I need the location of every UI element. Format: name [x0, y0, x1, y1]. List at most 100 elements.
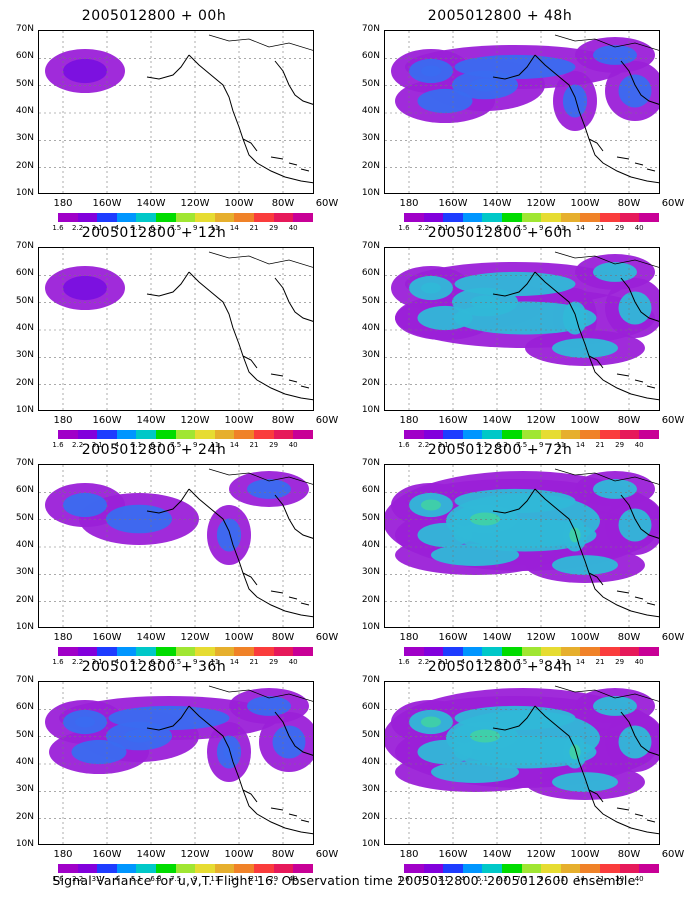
colorbar-swatch [541, 647, 561, 656]
forecast-map-panel: 2005012800 + 48h 70N 60N 50N 40N 30N 20N 10N 180… [350, 8, 690, 232]
longitude-label: 120W [526, 198, 556, 209]
colorbar-label: 9 [192, 658, 198, 666]
panel-title: 2005012800 + 00h [81, 8, 227, 24]
panel-title: 2005012800 + 60h [427, 225, 573, 241]
colorbar-label: 21 [595, 875, 605, 883]
colorbar-label: 4 [114, 875, 120, 883]
longitude-label: 120W [180, 849, 210, 860]
latitude-label: 40N [361, 757, 380, 767]
colorbar-label: 2.2 [418, 441, 430, 449]
colorbar-swatch [482, 213, 502, 222]
colorbar-label: 5.1 [130, 875, 142, 883]
colorbar-label: 40 [288, 441, 298, 449]
colorbar-label: 2.2 [72, 224, 84, 232]
colorbar-label: 29 [615, 658, 625, 666]
colorbar-swatch [501, 213, 522, 222]
latitude-label: 10N [361, 622, 380, 632]
latitude-label: 40N [361, 106, 380, 116]
colorbar-label: 5.1 [130, 224, 142, 232]
colorbar-label: 6.3 [496, 658, 508, 666]
latitude-label: 20N [361, 160, 380, 171]
colorbar-swatch [293, 647, 313, 656]
colorbar-swatch [404, 647, 424, 656]
colorbar [404, 430, 659, 439]
colorbar-label: 40 [634, 224, 644, 232]
colorbar-swatch [195, 430, 215, 439]
colorbar-swatch [639, 213, 659, 222]
colorbar-swatch [136, 213, 156, 222]
latitude-label: 50N [15, 78, 34, 89]
panel-title: 2005012800 + 72h [427, 442, 573, 458]
longitude-label: 100W [570, 632, 600, 643]
latitude-label: 60N [15, 485, 34, 496]
forecast-map-panel: 2005012800 + 60h 70N 60N 50N 40N 30N 20N 10N 180… [350, 225, 690, 449]
longitude-label: 180 [399, 849, 419, 860]
colorbar-swatch [175, 647, 196, 656]
colorbar-swatch [541, 864, 561, 873]
longitude-label: 100W [224, 849, 254, 860]
longitude-label: 120W [180, 415, 210, 426]
colorbar-label: 40 [288, 875, 298, 883]
latitude-label: 30N [361, 567, 380, 578]
longitude-label: 160W [438, 415, 468, 426]
colorbar-label: 5.1 [476, 658, 488, 666]
colorbar-label: 29 [269, 875, 279, 883]
longitude-label: 80W [617, 632, 641, 643]
colorbar-swatch [214, 430, 235, 439]
colorbar-swatch [234, 647, 254, 656]
colorbar-swatch [116, 430, 137, 439]
latitude-label: 10N [361, 839, 380, 849]
colorbar-label: 2.2 [418, 875, 430, 883]
colorbar-label: 40 [634, 658, 644, 666]
colorbar-label: 11 [556, 441, 566, 449]
colorbar-label: 4 [114, 441, 120, 449]
colorbar-swatch [97, 430, 117, 439]
colorbar-swatch [253, 864, 274, 873]
colorbar-label: 11 [210, 441, 220, 449]
colorbar-swatch [136, 430, 156, 439]
colorbar-label: 11 [556, 224, 566, 232]
colorbar-swatch [175, 864, 196, 873]
colorbar-swatch [234, 213, 254, 222]
colorbar-label: 9 [538, 441, 544, 449]
longitude-label: 100W [224, 632, 254, 643]
colorbar-swatch [214, 647, 235, 656]
latitude-label: 50N [361, 78, 380, 89]
longitude-label: 140W [136, 198, 166, 209]
colorbar-label: 4 [114, 658, 120, 666]
colorbar-swatch [253, 430, 274, 439]
colorbar-label: 2.2 [72, 658, 84, 666]
latitude-label: 30N [361, 350, 380, 361]
colorbar-swatch [501, 430, 522, 439]
colorbar-swatch [462, 864, 483, 873]
colorbar-swatch [423, 213, 444, 222]
colorbar-swatch [293, 864, 313, 873]
colorbar-label: 1.6 [52, 875, 64, 883]
colorbar-swatch [404, 864, 424, 873]
latitude-label: 10N [15, 188, 34, 198]
colorbar-label: 11 [210, 658, 220, 666]
colorbar-label: 14 [575, 875, 585, 883]
longitude-label: 140W [136, 849, 166, 860]
colorbar [404, 647, 659, 656]
panel-title: 2005012800 + 84h [427, 659, 573, 675]
panel-title: 2005012800 + 12h [81, 225, 227, 241]
colorbar-label: 14 [229, 875, 239, 883]
colorbar-swatch [273, 647, 294, 656]
colorbar-swatch [58, 864, 78, 873]
colorbar-label: 1.6 [398, 658, 410, 666]
colorbar-label: 3.1 [91, 875, 103, 883]
longitude-label: 80W [617, 198, 641, 209]
colorbar-label: 40 [288, 658, 298, 666]
colorbar-swatch [116, 864, 137, 873]
latitude-label: 20N [361, 594, 380, 605]
latitude-label: 70N [361, 241, 380, 251]
latitude-label: 20N [361, 377, 380, 388]
colorbar-label: 6.3 [150, 658, 162, 666]
colorbar-label: 7.5 [516, 441, 528, 449]
longitude-label: 60W [661, 198, 685, 209]
longitude-label: 120W [526, 849, 556, 860]
colorbar-label: 6.3 [150, 441, 162, 449]
colorbar-swatch [560, 864, 581, 873]
colorbar-swatch [234, 864, 254, 873]
